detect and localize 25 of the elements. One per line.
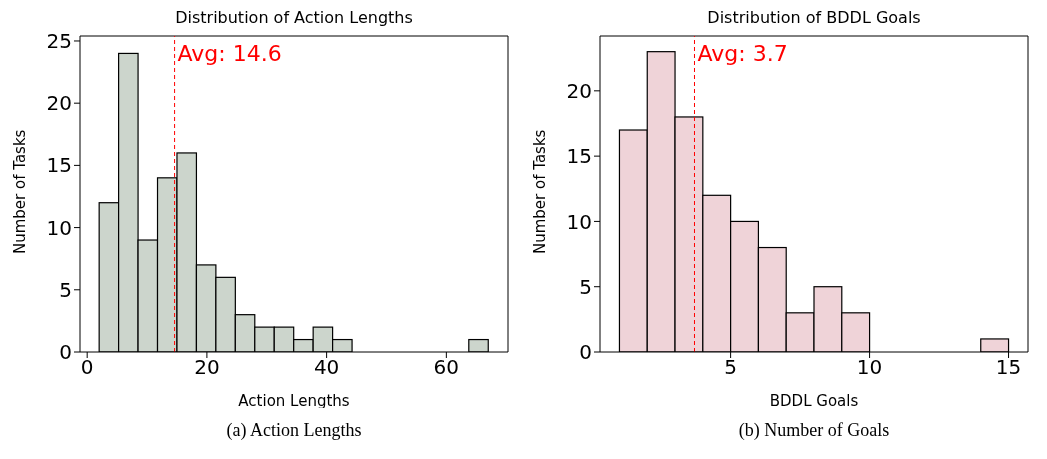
y-tick-label: 10 (46, 215, 72, 240)
y-tick-label: 20 (566, 78, 592, 103)
ref-line-label: Avg: 3.7 (697, 40, 788, 66)
y-tick-label: 20 (46, 91, 72, 116)
x-tick-label: 20 (194, 355, 220, 380)
x-tick-label: 60 (433, 355, 460, 380)
ref-line-label: Avg: 14.6 (177, 40, 282, 66)
chart-title: Distribution of Action Lengths (174, 8, 414, 28)
x-tick-label: 15 (995, 355, 1022, 380)
text: (b) Number of Goals (737, 420, 891, 441)
y-axis-title: Number of Tasks (531, 129, 550, 254)
x-tick-label: 0 (80, 355, 94, 380)
y-tick-label: 25 (46, 29, 72, 54)
y-tick-label: 10 (566, 209, 592, 234)
y-tick-label: 15 (46, 153, 72, 178)
y-tick-label: 5 (59, 277, 72, 302)
text: (a) Action Lengths (225, 420, 363, 441)
y-tick-label: 15 (566, 144, 592, 169)
y-tick-label: 5 (579, 274, 592, 299)
chart-title: Distribution of BDDL Goals (706, 8, 922, 28)
x-tick-label: 5 (724, 355, 737, 380)
y-axis-title: Number of Tasks (11, 129, 30, 254)
x-tick-label: 40 (313, 355, 340, 380)
x-axis-title: BDDL Goals (769, 392, 859, 410)
x-tick-label: 10 (856, 355, 883, 380)
